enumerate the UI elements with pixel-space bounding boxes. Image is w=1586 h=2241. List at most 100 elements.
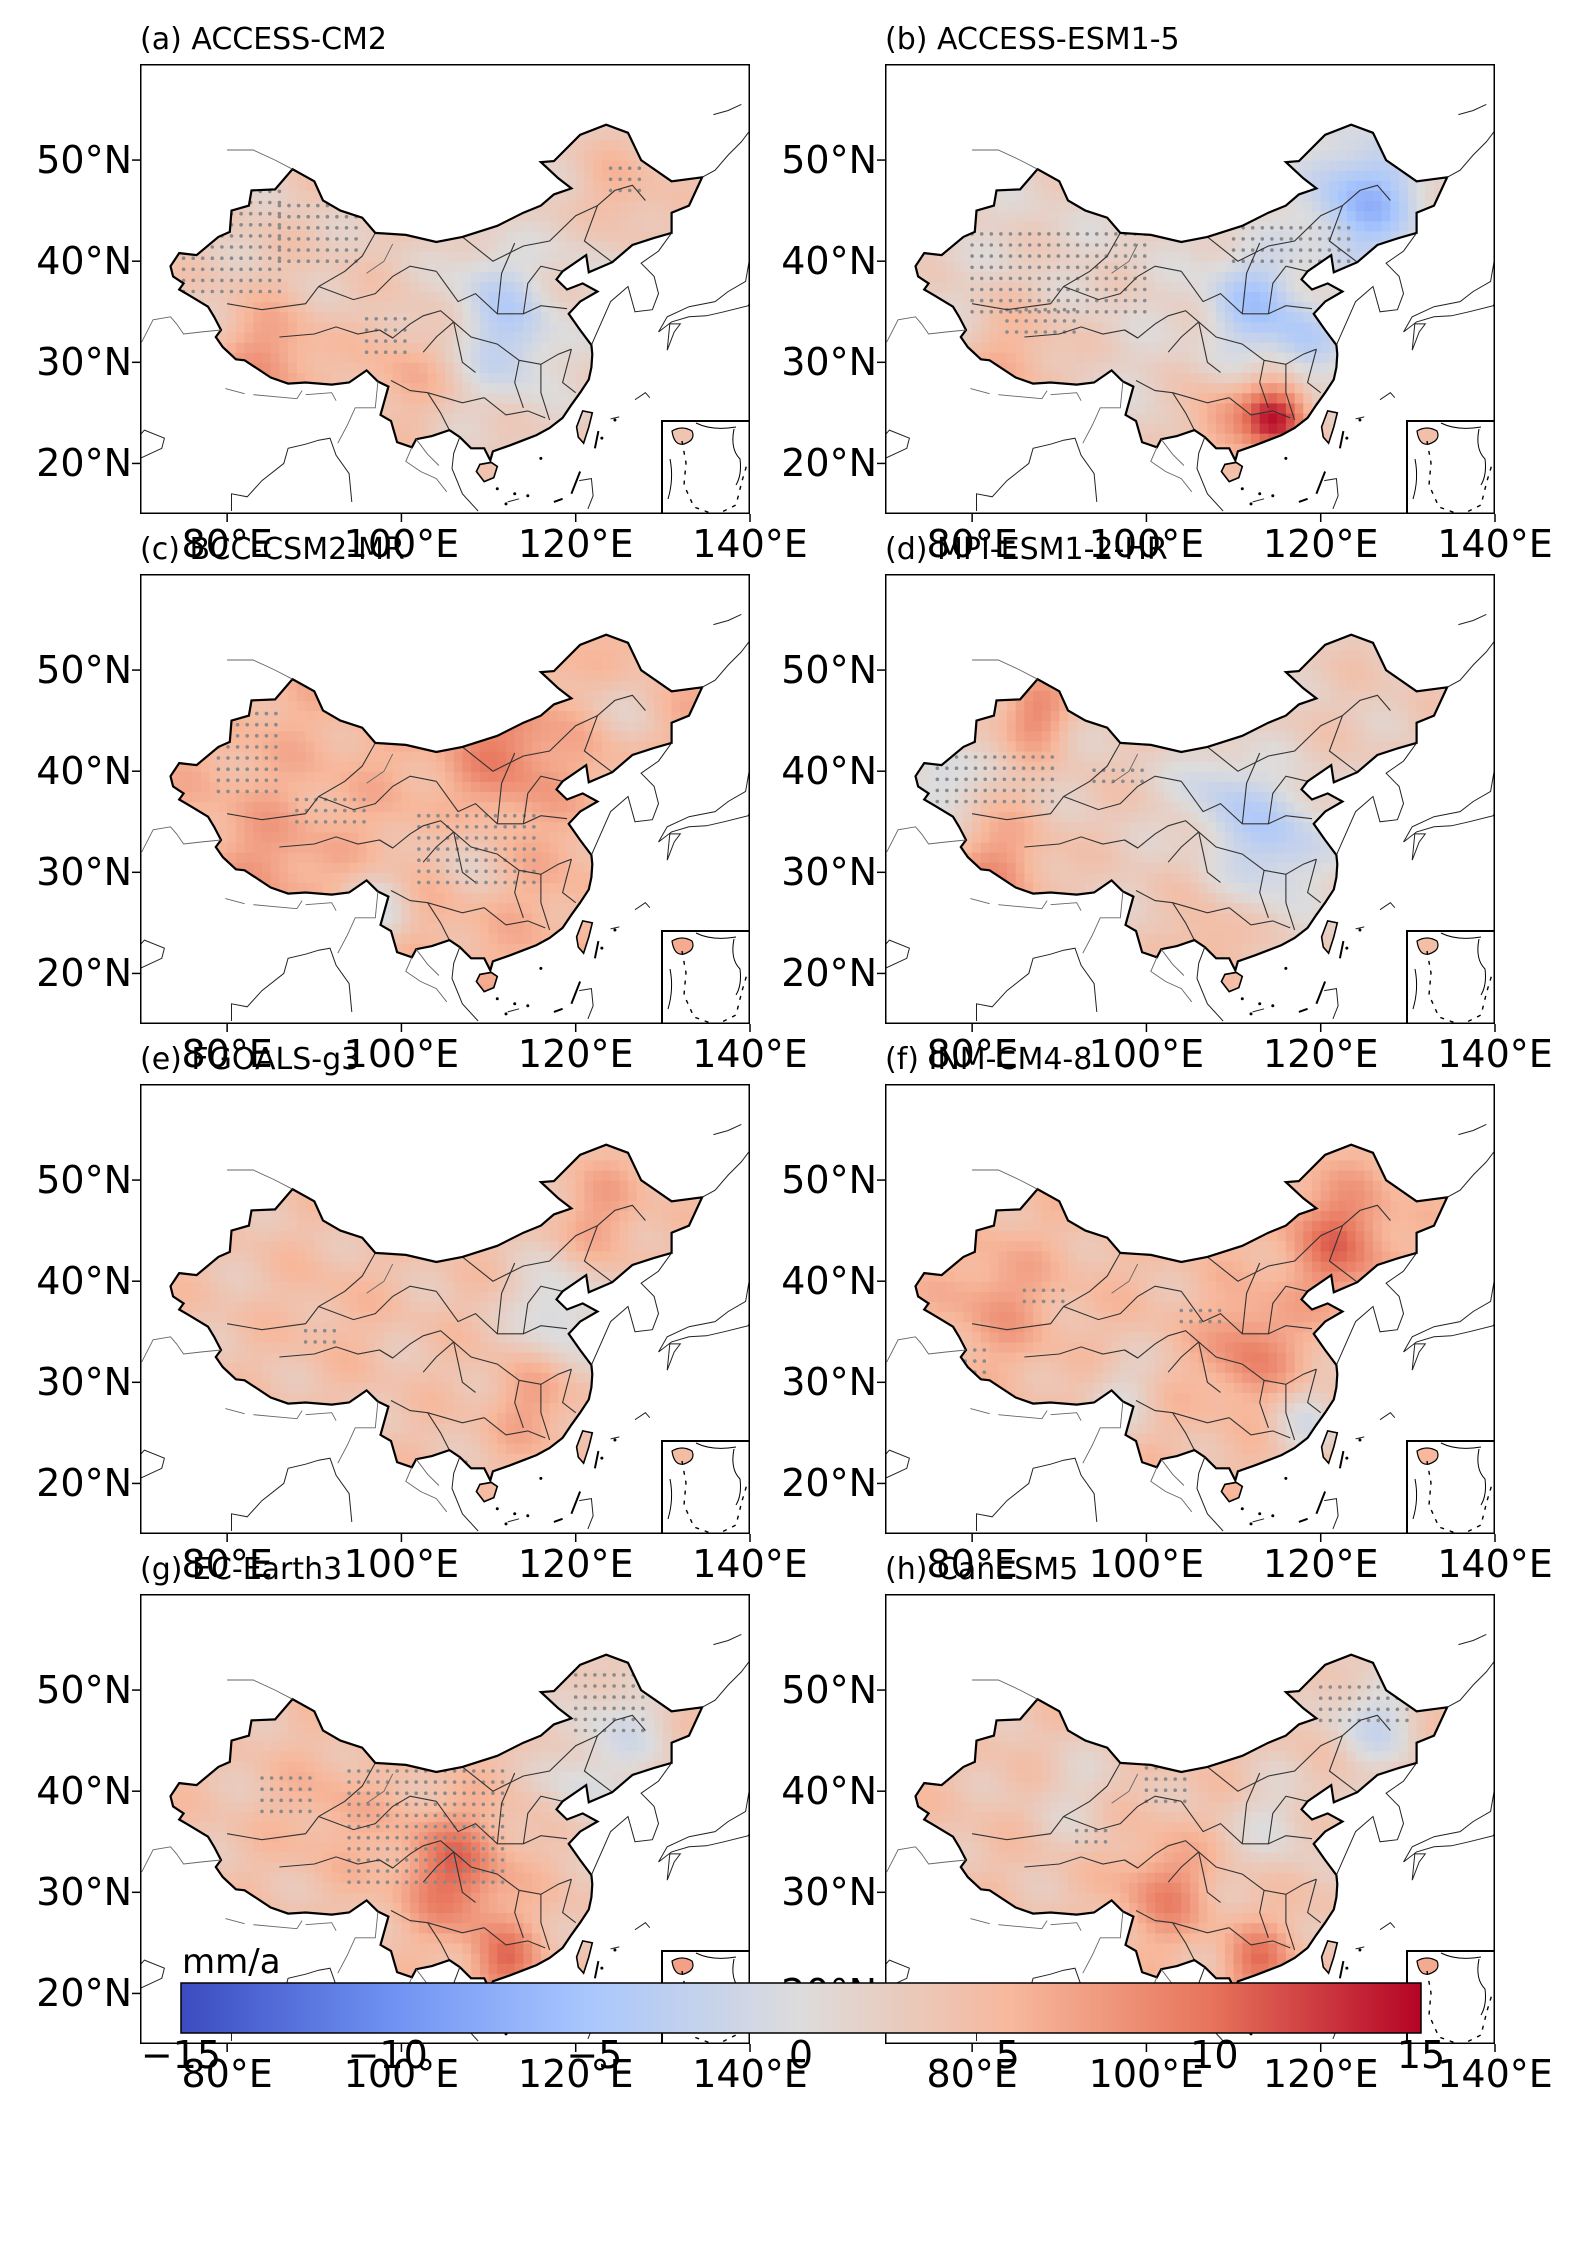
lon-tick-label: 140°E xyxy=(670,2052,830,2096)
colorbar-tick-label: 0 xyxy=(741,2033,861,2077)
south-china-sea-inset xyxy=(1406,930,1495,1024)
lon-tick-label: 100°E xyxy=(321,1542,481,1586)
china-map xyxy=(877,64,1496,522)
lon-tick-label: 120°E xyxy=(1241,1032,1401,1076)
map-frame xyxy=(885,1594,1495,2044)
lat-tick-label: 50°N xyxy=(4,1668,132,1712)
map-frame xyxy=(140,1084,750,1534)
lat-tick-label: 50°N xyxy=(4,138,132,182)
map-panel: (c) BCC-CSM2-MR 50°N 40°N 30°N 20°N 80°E 100°E… xyxy=(0,532,808,1076)
colorbar-tick-label: 15 xyxy=(1361,2033,1481,2077)
map-panel: (g) EC-Earth3 50°N 40°N 30°N 20°N 80°E 100°E 12… xyxy=(0,1552,808,2096)
lon-tick-label: 100°E xyxy=(321,2052,481,2096)
colorbar-tick-label: −5 xyxy=(534,2033,654,2077)
lat-tick-label: 20°N xyxy=(749,951,877,995)
map-frame xyxy=(140,64,750,514)
lat-tick-label: 40°N xyxy=(749,1259,877,1303)
map-panel: (d) MPI-ESM1-2-HR 50°N 40°N 30°N 20°N 80°E 100… xyxy=(745,532,1553,1076)
south-china-sea-inset xyxy=(661,1440,750,1534)
lat-tick-label: 40°N xyxy=(4,239,132,283)
lon-tick-label: 100°E xyxy=(1066,522,1226,566)
lon-tick-label: 80°E xyxy=(147,1542,307,1586)
lon-tick-label: 140°E xyxy=(670,1032,830,1076)
south-china-sea-inset xyxy=(1406,1440,1495,1534)
map-frame xyxy=(885,574,1495,1024)
lat-tick-label: 30°N xyxy=(4,1360,132,1404)
lat-tick-label: 30°N xyxy=(749,1360,877,1404)
significance-stippling xyxy=(207,1673,645,1915)
china-border xyxy=(169,1653,704,1994)
lon-tick-label: 80°E xyxy=(892,1542,1052,1586)
lon-tick-label: 80°E xyxy=(892,1032,1052,1076)
colorbar-unit: mm/a xyxy=(182,1942,281,1982)
lon-tick-label: 100°E xyxy=(321,1032,481,1076)
lat-tick-label: 40°N xyxy=(749,749,877,793)
south-china-sea-inset xyxy=(1406,420,1495,514)
lon-tick-label: 140°E xyxy=(1415,1542,1575,1586)
lon-tick-label: 120°E xyxy=(1241,1542,1401,1586)
lon-tick-label: 80°E xyxy=(892,522,1052,566)
map-panel: (b) ACCESS-ESM1-5 50°N 40°N 30°N 20°N 80°E 100… xyxy=(745,22,1553,566)
panel-title: (g) EC-Earth3 xyxy=(140,1552,342,1588)
lon-tick-label: 140°E xyxy=(1415,2052,1575,2096)
lon-tick-label: 80°E xyxy=(147,2052,307,2096)
lat-tick-label: 50°N xyxy=(749,648,877,692)
significance-stippling xyxy=(970,226,1351,334)
colorbar-tick-label: −10 xyxy=(328,2033,448,2077)
lon-tick-label: 100°E xyxy=(321,522,481,566)
lon-tick-label: 100°E xyxy=(1066,1542,1226,1586)
lat-tick-label: 20°N xyxy=(4,1461,132,1505)
china-border xyxy=(169,1143,704,1484)
lon-tick-label: 140°E xyxy=(1415,522,1575,566)
lat-tick-label: 50°N xyxy=(4,648,132,692)
lat-tick-label: 40°N xyxy=(4,749,132,793)
lat-tick-label: 50°N xyxy=(749,138,877,182)
lat-tick-label: 30°N xyxy=(4,1870,132,1914)
colorbar xyxy=(180,1982,1422,2034)
lat-tick-label: 30°N xyxy=(4,340,132,384)
lat-tick-label: 40°N xyxy=(4,1259,132,1303)
map-panel: (e) FGOALS-g3 50°N 40°N 30°N 20°N 80°E 100°E 12… xyxy=(0,1042,808,1586)
lat-tick-label: 50°N xyxy=(749,1158,877,1202)
china-border xyxy=(914,123,1449,464)
lon-tick-label: 120°E xyxy=(496,2052,656,2096)
lon-tick-label: 80°E xyxy=(147,522,307,566)
china-border xyxy=(914,633,1449,974)
map-frame xyxy=(885,64,1495,514)
map-panel: (a) ACCESS-CM2 50°N 40°N 30°N 20°N 80°E 100°E 1… xyxy=(0,22,808,566)
panel-title: (f) INM-CM4-8 xyxy=(885,1042,1092,1078)
lat-tick-label: 20°N xyxy=(4,951,132,995)
panel-title: (h) CanESM5 xyxy=(885,1552,1078,1588)
lat-tick-label: 20°N xyxy=(749,1461,877,1505)
lat-tick-label: 50°N xyxy=(749,1668,877,1712)
lon-tick-label: 120°E xyxy=(1241,2052,1401,2096)
colorbar-tick-label: −15 xyxy=(121,2033,241,2077)
china-map xyxy=(132,1084,751,1542)
lat-tick-label: 30°N xyxy=(749,1870,877,1914)
panel-title: (e) FGOALS-g3 xyxy=(140,1042,360,1078)
china-map xyxy=(132,1594,751,2052)
lon-tick-label: 140°E xyxy=(670,1542,830,1586)
colorbar-tick-label: 5 xyxy=(948,2033,1068,2077)
lat-tick-label: 30°N xyxy=(749,340,877,384)
lon-tick-label: 80°E xyxy=(892,2052,1052,2096)
lon-tick-label: 100°E xyxy=(1066,2052,1226,2096)
lon-tick-label: 120°E xyxy=(496,522,656,566)
china-map xyxy=(877,574,1496,1032)
panel-title: (d) MPI-ESM1-2-HR xyxy=(885,532,1168,568)
china-map xyxy=(132,64,751,522)
china-map xyxy=(132,574,751,1032)
lat-tick-label: 40°N xyxy=(749,1769,877,1813)
panel-title: (c) BCC-CSM2-MR xyxy=(140,532,405,568)
lon-tick-label: 140°E xyxy=(1415,1032,1575,1076)
lat-tick-label: 40°N xyxy=(4,1769,132,1813)
map-frame xyxy=(885,1084,1495,1534)
lat-tick-label: 20°N xyxy=(749,441,877,485)
map-frame xyxy=(140,1594,750,2044)
lon-tick-label: 120°E xyxy=(496,1032,656,1076)
china-border xyxy=(169,123,704,464)
lat-tick-label: 20°N xyxy=(4,441,132,485)
lat-tick-label: 30°N xyxy=(4,850,132,894)
lon-tick-label: 140°E xyxy=(670,522,830,566)
lon-tick-label: 100°E xyxy=(1066,1032,1226,1076)
